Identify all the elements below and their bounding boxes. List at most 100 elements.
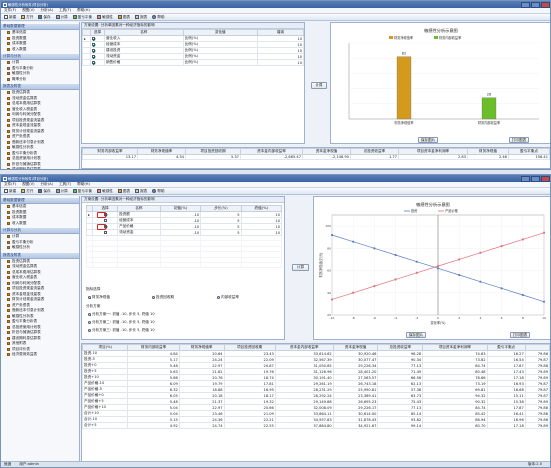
sidebar-item[interactable]: 收入数据 [1, 47, 79, 53]
checkbox-icon[interactable] [92, 49, 95, 52]
calc-button[interactable]: 计算 [311, 82, 327, 89]
sidebar-item[interactable]: 收入数据 [1, 221, 79, 227]
sidebar-item[interactable]: 营业收入税金表 [1, 275, 79, 281]
sidebar-item[interactable]: 敏感性分析表 [1, 145, 79, 151]
sidebar-item[interactable]: 概率分析 [1, 77, 79, 83]
menu-view[interactable]: 视图(V) [22, 182, 35, 186]
sidebar-item[interactable]: 其他附表 [1, 341, 79, 347]
indicator-option-irr[interactable]: 内部收益率 [217, 295, 239, 300]
save-image-button[interactable]: 保存图片 [418, 137, 438, 143]
sidebar-item[interactable]: 盈亏平衡分析表 [1, 151, 79, 157]
print-chart-button[interactable]: 打印图表 [509, 137, 529, 143]
toolbar-chart-button[interactable]: 图表 [117, 15, 130, 20]
sidebar-item[interactable]: 经济费用效益表 [1, 352, 79, 358]
scheme-option-2[interactable]: 分析方案二: 初值 -10, 步长 5, 终值 10 [88, 320, 155, 325]
print-chart-button[interactable]: 打印图表 [510, 332, 530, 338]
sidebar-item[interactable]: 项目投资现金流量表 [1, 118, 79, 124]
close-button[interactable] [541, 1, 550, 8]
toolbar-open-button[interactable]: 打开 [21, 15, 33, 20]
table-row[interactable]: 合计+10 5.04 23.46 21.09 33,664.11 30,614.00 85.… [82, 410, 550, 417]
toolbar-sensitivity-button[interactable]: 敏感性 [97, 189, 113, 194]
maximize-button[interactable] [531, 1, 540, 8]
toolbar-report-button[interactable]: 报表 [135, 189, 147, 194]
toolbar-report-button[interactable]: 报表 [135, 15, 147, 20]
sidebar-item[interactable]: 项目投资现金流量表 [1, 286, 79, 292]
sidebar-item[interactable]: 财务计划现金流量表 [1, 129, 79, 135]
checkbox-icon[interactable] [92, 37, 95, 40]
sidebar-item[interactable]: 利润与利润分配表 [1, 112, 79, 118]
sidebar-item[interactable]: 总成本费用估算表 [1, 270, 79, 276]
sidebar-item[interactable]: 总投资使用计划表 [1, 156, 79, 162]
select-cell[interactable] [90, 59, 105, 66]
close-button[interactable] [541, 175, 550, 182]
sidebar-item[interactable]: 利润与利润分配表 [1, 281, 79, 287]
sidebar-item[interactable]: 流动资金估算表 [1, 96, 79, 102]
toolbar-help-button[interactable]: 帮助 [152, 15, 164, 20]
sidebar-item[interactable]: 借款还本付息计划表 [1, 308, 79, 314]
sidebar-item[interactable]: 资产负债表 [1, 134, 79, 140]
sidebar-item[interactable]: 财务计划现金流量表 [1, 297, 79, 303]
sidebar-item[interactable]: 计算 [1, 234, 79, 240]
sidebar-item[interactable]: 盈亏平衡分析表 [1, 319, 79, 325]
sidebar-item[interactable]: 资产负债表 [1, 303, 79, 309]
sidebar-section-analysis[interactable]: 计算与分析 [1, 54, 79, 60]
menu-help[interactable]: 帮助(H) [77, 8, 90, 12]
sidebar-section-basic[interactable]: 基础数据管理 [1, 198, 79, 204]
sidebar-item[interactable]: 资本金现金流量表 [1, 292, 79, 298]
toolbar-calc-button[interactable]: 计算 [55, 189, 68, 194]
sidebar-item[interactable]: 基本信息 [1, 30, 79, 36]
sidebar-item[interactable]: 项目评价表 [1, 347, 79, 353]
sidebar-item[interactable]: 盈亏平衡分析 [1, 66, 79, 72]
checkbox-icon[interactable] [92, 55, 95, 58]
menu-tools[interactable]: 工具(T) [58, 8, 72, 12]
sidebar-item[interactable]: 基本信息 [1, 204, 79, 210]
sidebar-item[interactable]: 总成本费用估算表 [1, 101, 79, 107]
sidebar-item[interactable]: 建设期利息估算表 [1, 167, 79, 169]
table-row[interactable]: 销售价格 比例(%) 10 [82, 59, 304, 66]
scheme-option-3[interactable]: 分析方案三: 初值 -10, 步长 5, 终值 10 [88, 328, 155, 333]
toolbar-chart-button[interactable]: 图表 [117, 189, 130, 194]
scheme-option-1[interactable]: 分析方案一: 初值 -10, 步长 5, 终值 10 [88, 312, 155, 317]
sidebar-item[interactable]: 总投资使用计划表 [1, 325, 79, 331]
change-value[interactable]: 10 [256, 59, 304, 66]
toolbar-help-button[interactable]: 帮助 [152, 189, 164, 194]
minimize-button[interactable] [521, 175, 530, 182]
sidebar-item[interactable]: 投资数据 [1, 36, 79, 42]
sidebar-item[interactable]: 投资估算表 [1, 90, 79, 96]
sidebar-section-analysis[interactable]: 计算与分析 [1, 228, 79, 234]
toolbar-breakeven-button[interactable]: 盈亏平衡 [72, 15, 92, 20]
sidebar-item[interactable]: 成本数据 [1, 215, 79, 221]
sidebar-item[interactable]: 敏感性分析 [1, 71, 79, 77]
sidebar-section-reports[interactable]: 报表及附表 [1, 84, 79, 90]
maximize-button[interactable] [531, 175, 540, 182]
sidebar-item[interactable]: 投资数据 [1, 210, 79, 216]
save-image-button[interactable]: 保存图片 [406, 332, 426, 338]
toolbar-save-button[interactable]: 保存 [38, 189, 51, 194]
sidebar-item[interactable]: 营业收入税金表 [1, 107, 79, 113]
menu-view[interactable]: 视图(V) [22, 8, 35, 12]
toolbar-sensitivity-button[interactable]: 敏感性 [97, 15, 113, 20]
toolbar-calc-button[interactable]: 计算 [55, 15, 68, 20]
sidebar-item[interactable]: 借款还本付息计划表 [1, 140, 79, 146]
sidebar-item[interactable]: 盈亏平衡分析 [1, 240, 79, 246]
change-type[interactable]: 比例(%) [182, 59, 258, 66]
sidebar-section-basic[interactable]: 基础数据管理 [1, 24, 79, 30]
indicator-option-npv[interactable]: 财务净现值 [88, 295, 110, 300]
checkbox-icon[interactable] [92, 43, 95, 46]
sidebar-item[interactable]: 流动资金估算表 [1, 264, 79, 270]
sidebar-item[interactable]: 建设期利息估算表 [1, 336, 79, 342]
sidebar-item[interactable]: 折旧与摊销估算表 [1, 162, 79, 168]
menu-analysis[interactable]: 分析(A) [40, 8, 53, 12]
table-row[interactable]: 合计+5 4.92 24.74 22.55 37,884.80 34,921.67 99.1… [82, 422, 550, 429]
toolbar-new-button[interactable]: 新建 [4, 189, 16, 194]
sidebar-item[interactable]: 敏感性分析 [1, 245, 79, 251]
calc-button[interactable]: 计算 [292, 264, 309, 271]
toolbar-breakeven-button[interactable]: 盈亏平衡 [72, 189, 92, 194]
sidebar-item[interactable]: 计算 [1, 60, 79, 66]
sidebar-section-reports[interactable]: 报表及附表 [1, 252, 79, 259]
toolbar-open-button[interactable]: 打开 [21, 189, 33, 194]
toolbar-new-button[interactable]: 新建 [4, 15, 16, 20]
menu-help[interactable]: 帮助(H) [77, 182, 90, 186]
toolbar-save-button[interactable]: 保存 [38, 15, 51, 20]
menu-file[interactable]: 文件(F) [4, 182, 17, 186]
